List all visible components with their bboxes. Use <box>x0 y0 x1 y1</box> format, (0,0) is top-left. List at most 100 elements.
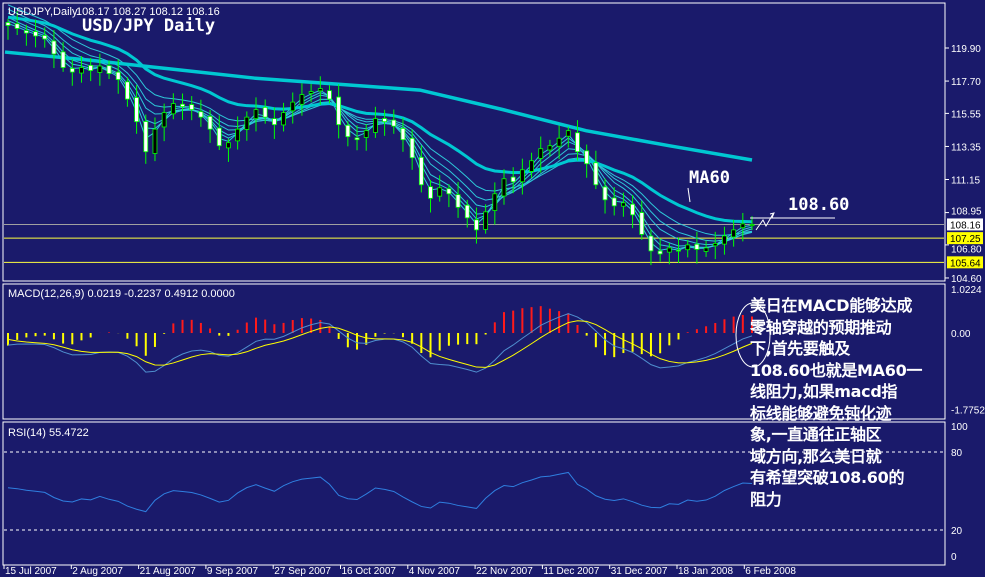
x-tick-label: 22 Nov 2007 <box>476 566 533 577</box>
candle-body <box>189 104 195 111</box>
x-tick-label: 9 Sep 2007 <box>207 566 259 577</box>
candle-body <box>428 186 433 199</box>
rsi-y-tick-label: 80 <box>951 448 963 459</box>
candle-body <box>88 64 94 71</box>
candle-body <box>694 243 700 250</box>
candle-body <box>235 128 241 142</box>
candle-body <box>125 81 130 100</box>
candle-body <box>685 244 691 251</box>
candle-body <box>391 119 397 127</box>
candle-body <box>115 71 121 80</box>
candle-body <box>657 250 663 255</box>
target-annotation: 108.60 <box>788 195 849 215</box>
candle-body <box>382 118 387 123</box>
candle-body <box>271 118 277 126</box>
x-tick-label: 11 Dec 2007 <box>543 566 599 577</box>
note-line: 阻力 <box>750 489 782 509</box>
candle-body <box>455 194 461 208</box>
y-tick-label: 111.15 <box>951 176 981 187</box>
y-tick-label: 106.80 <box>951 244 982 255</box>
note-line: 下,首先要触及 <box>750 339 850 358</box>
candle-body <box>611 197 617 207</box>
note-line: 零轴穿越的预期推动 <box>750 317 892 337</box>
candle-body <box>14 23 20 29</box>
candle-body <box>556 137 562 147</box>
note-line: 标线能够避免钝化迹 <box>750 403 892 423</box>
candle-body <box>23 30 29 34</box>
note-line: 108.60也就是MA60一 <box>750 360 923 380</box>
candle-body <box>565 130 571 137</box>
candle-body <box>180 103 185 108</box>
candle-body <box>69 68 75 73</box>
x-tick-label: 21 Aug 2007 <box>140 566 197 577</box>
candle-body <box>290 101 296 112</box>
ohlc-label: 108.17 108.27 108.12 108.16 <box>76 6 220 18</box>
candle-body <box>510 176 516 183</box>
candle-body <box>409 137 415 159</box>
y-tick-label: 108.95 <box>951 206 982 217</box>
candle-body <box>703 247 709 252</box>
candle-body <box>630 203 635 216</box>
y-tick-label: 113.35 <box>951 142 981 153</box>
price-marker-label: 105.64 <box>950 258 981 269</box>
note-line: 线阻力,如果macd指 <box>750 382 898 401</box>
note-line: 域方向,那么美日就 <box>750 446 882 466</box>
candle-body <box>446 188 452 195</box>
ma-ribbon-line <box>7 16 753 248</box>
candle-body <box>354 137 360 141</box>
macd-y-tick-label: -1.7752 <box>951 405 985 416</box>
candle-body <box>712 242 718 247</box>
x-tick-label: 6 Feb 2008 <box>745 566 796 577</box>
y-tick-label: 119.90 <box>951 44 981 55</box>
candle-body <box>161 112 167 128</box>
x-tick-label: 16 Oct 2007 <box>342 566 397 577</box>
price-marker-box <box>947 256 983 269</box>
candle-body <box>483 211 489 230</box>
x-tick-label: 27 Sep 2007 <box>274 566 331 577</box>
candle-body <box>621 202 626 207</box>
macd-signal-line <box>7 320 753 368</box>
candle-body <box>584 150 590 165</box>
y-tick-label: 104.60 <box>951 274 982 285</box>
candle-body <box>666 247 672 253</box>
x-tick-label: 2 Aug 2007 <box>72 566 123 577</box>
candle-body <box>226 142 231 149</box>
candle-body <box>299 94 305 105</box>
ma60-line <box>7 15 753 224</box>
candle-body <box>547 145 553 151</box>
candle-body <box>60 51 66 68</box>
candle-body <box>244 116 250 130</box>
rsi-label: RSI(14) 55.4722 <box>8 427 89 439</box>
candle-body <box>602 186 608 201</box>
y-tick-label: 115.55 <box>951 109 981 120</box>
candle-body <box>749 224 755 227</box>
ma-long-line <box>4 50 753 162</box>
ma60-annotation: MA60 <box>689 168 730 188</box>
candle-body <box>345 124 351 138</box>
candle-body <box>336 96 342 126</box>
candle-body <box>33 31 38 37</box>
candle-body <box>152 128 158 154</box>
candle-body <box>400 128 406 141</box>
analysis-note: 美日在MACD能够达成 零轴穿越的预期推动 下,首先要触及 108.60也就是M… <box>750 295 942 510</box>
candle-body <box>207 115 213 130</box>
candle-body <box>143 121 149 153</box>
note-line: 象,一直通往正轴区 <box>750 425 882 444</box>
candle-body <box>97 65 103 73</box>
ma-ribbon-line <box>7 4 753 236</box>
candle-body <box>437 187 443 197</box>
candle-body <box>648 235 654 252</box>
candle-body <box>79 67 84 74</box>
candle-body <box>639 212 645 235</box>
note-line: 美日在MACD能够达成 <box>750 296 913 315</box>
candle-body <box>501 178 507 197</box>
macd-line <box>7 313 753 373</box>
macd-panel <box>2 283 946 420</box>
candle-body <box>106 65 112 74</box>
x-tick-label: 4 Nov 2007 <box>409 566 461 577</box>
candle-body <box>308 91 314 94</box>
candle-body <box>676 249 681 252</box>
candle-body <box>529 160 534 172</box>
candle-body <box>5 22 11 26</box>
